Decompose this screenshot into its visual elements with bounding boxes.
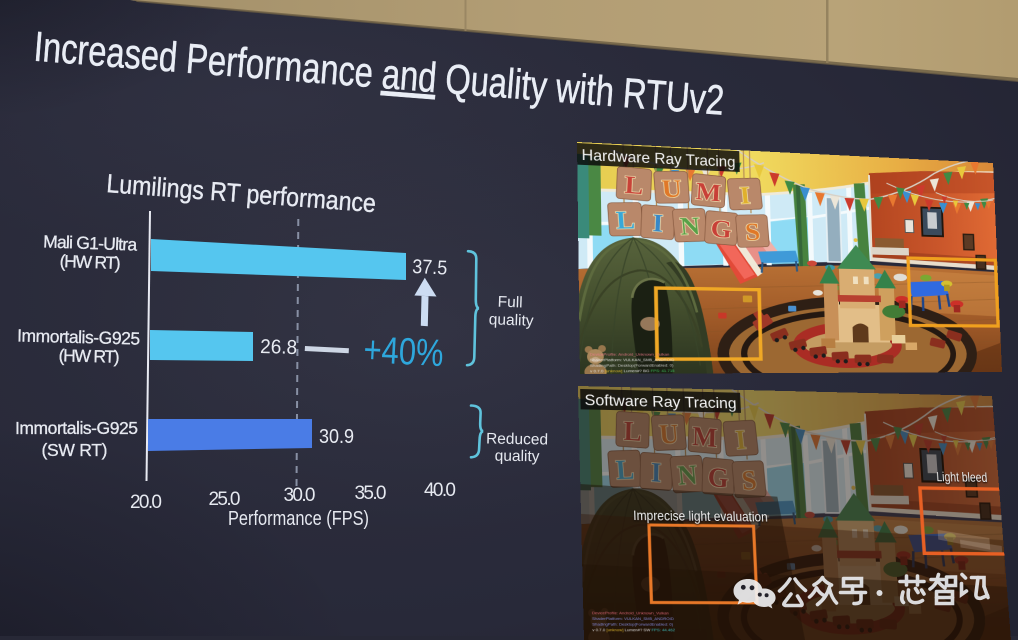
svg-text:Performance (FPS): Performance (FPS) — [228, 507, 369, 530]
svg-text:(SW RT): (SW RT) — [42, 440, 108, 460]
svg-text:Immortalis-G925: Immortalis-G925 — [15, 418, 138, 438]
svg-text:+40%: +40% — [363, 329, 445, 375]
svg-text:Software Ray Tracing: Software Ray Tracing — [584, 392, 737, 413]
svg-text:Reduced: Reduced — [486, 430, 548, 448]
svg-text:quality: quality — [488, 311, 534, 330]
svg-text:ShaderPlatform: VULKAN_SM5_AND: ShaderPlatform: VULKAN_SM5_ANDROID — [592, 616, 674, 621]
svg-text:v 0.7.0 [unknow] Lumen#? BG: v 0.7.0 [unknow] Lumen#? BG FPS: 41.715 — [590, 369, 675, 374]
svg-text:Full: Full — [497, 294, 523, 312]
svg-text:ShaderPlatform: VULKAN_SM5_AND: ShaderPlatform: VULKAN_SM5_ANDROID — [590, 358, 675, 363]
svg-text:35.0: 35.0 — [355, 483, 387, 504]
svg-text:Light bleed: Light bleed — [936, 470, 988, 485]
svg-text:40.0: 40.0 — [424, 480, 456, 501]
svg-text:30.9: 30.9 — [319, 426, 354, 448]
svg-text:ShadingPath: Desktop(ForwardEn: ShadingPath: Desktop(ForwardEnabled: 0) — [592, 622, 674, 627]
svg-text:N: N — [679, 213, 701, 241]
svg-text:ShadingPath: Desktop(ForwardEn: ShadingPath: Desktop(ForwardEnabled: 0) — [590, 363, 674, 368]
svg-text:L: L — [624, 171, 644, 200]
svg-text:I: I — [652, 209, 664, 237]
svg-text:37.5: 37.5 — [412, 256, 448, 280]
svg-text:(HW RT): (HW RT) — [59, 251, 121, 273]
svg-text:20.0: 20.0 — [130, 492, 162, 513]
svg-text:L: L — [615, 207, 636, 235]
svg-text:M: M — [695, 178, 722, 208]
svg-text:26.8: 26.8 — [260, 336, 298, 359]
svg-text:DeviceProfile: Android_Unknown: DeviceProfile: Android_Unknown_Vulkan — [592, 610, 669, 615]
svg-text:U: U — [661, 175, 683, 203]
svg-text:(HW RT): (HW RT) — [58, 345, 120, 367]
svg-text:DeviceProfile: Android_Unknown: DeviceProfile: Android_Unknown_Vulkan — [590, 352, 670, 356]
svg-text:S: S — [744, 219, 761, 246]
svg-text:G: G — [710, 215, 733, 244]
svg-text:30.0: 30.0 — [284, 485, 316, 506]
svg-text:v 0.7.0 [unknow] Lumen#? SW: v 0.7.0 [unknow] Lumen#? SW FPS: 44.462 — [592, 627, 676, 632]
svg-text:quality: quality — [495, 448, 540, 466]
svg-text:Imprecise light evaluation: Imprecise light evaluation — [633, 508, 768, 524]
